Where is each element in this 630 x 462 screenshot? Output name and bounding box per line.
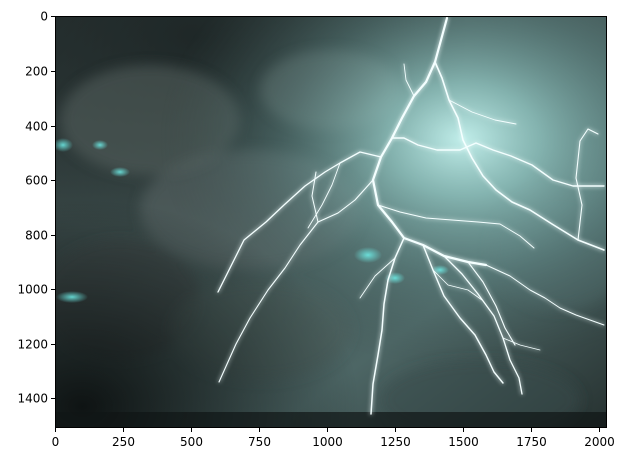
y-tick: 600: [25, 174, 55, 188]
y-tick: 800: [25, 229, 55, 243]
x-tick-label: 750: [248, 435, 271, 449]
lightning-photo: [55, 16, 606, 427]
x-tick-label: 250: [112, 435, 135, 449]
x-tick: 2000: [584, 428, 615, 449]
y-tick-label: 1000: [17, 283, 48, 297]
y-tick-label: 1200: [17, 338, 48, 352]
x-tick: 0: [52, 428, 60, 449]
y-tick-label: 1400: [17, 392, 48, 406]
y-tick-label: 600: [25, 174, 48, 188]
x-tick-label: 1250: [380, 435, 411, 449]
x-tick: 500: [180, 428, 203, 449]
x-tick-label: 1000: [312, 435, 343, 449]
y-axis: 0 200 400 600 800 1000 1200 1400: [17, 10, 55, 406]
x-tick-label: 0: [52, 435, 60, 449]
x-tick: 250: [112, 428, 135, 449]
y-tick: 0: [40, 10, 55, 24]
x-tick-label: 1750: [516, 435, 547, 449]
x-axis: 0 250 500 750 1000 1250 1500 1750 2000: [52, 428, 615, 449]
y-tick: 1000: [17, 283, 55, 297]
axes-frame: [55, 16, 607, 428]
cyan-cloud-patches: [55, 138, 449, 303]
y-tick-label: 800: [25, 229, 48, 243]
x-tick: 1500: [448, 428, 479, 449]
y-tick-label: 400: [25, 120, 48, 134]
x-tick-label: 1500: [448, 435, 479, 449]
x-tick: 1250: [380, 428, 411, 449]
y-tick: 1200: [17, 338, 55, 352]
y-tick: 1400: [17, 392, 55, 406]
x-tick: 750: [248, 428, 271, 449]
lightning-bolts: [217, 16, 605, 415]
y-tick: 400: [25, 120, 55, 134]
y-tick-label: 200: [25, 65, 48, 79]
x-tick: 1750: [516, 428, 547, 449]
y-tick: 200: [25, 65, 55, 79]
x-tick: 1000: [312, 428, 343, 449]
x-tick-label: 500: [180, 435, 203, 449]
y-tick-label: 0: [40, 10, 48, 24]
x-tick-label: 2000: [584, 435, 615, 449]
